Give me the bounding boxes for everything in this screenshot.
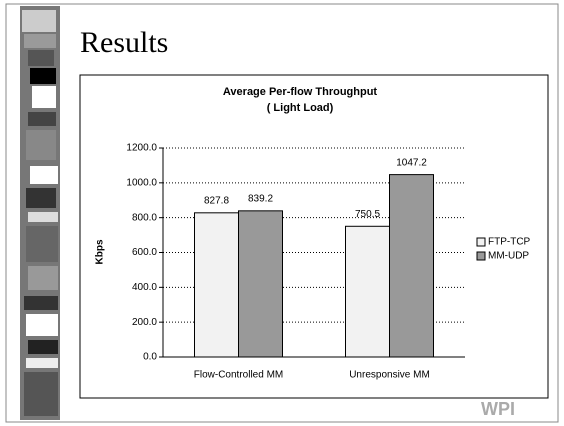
- legend-swatch: [477, 252, 485, 260]
- slide-title: Results: [80, 26, 168, 59]
- x-tick-label: Unresponsive MM: [349, 370, 430, 381]
- logo: WPI: [481, 399, 515, 419]
- bar: [239, 211, 283, 357]
- value-label: 827.8: [204, 195, 229, 206]
- bar: [390, 175, 434, 357]
- y-axis-label: Kbps: [95, 239, 106, 264]
- legend-swatch: [477, 238, 485, 246]
- value-label: 1047.2: [396, 157, 427, 168]
- value-label: 839.2: [248, 193, 273, 204]
- y-tick-label: 200.0: [132, 317, 157, 328]
- value-label: 750.5: [355, 209, 380, 220]
- y-tick-label: 1000.0: [126, 177, 157, 188]
- bar: [346, 226, 390, 357]
- y-tick-label: 600.0: [132, 247, 157, 258]
- legend-label: FTP-TCP: [488, 237, 531, 248]
- y-tick-label: 400.0: [132, 282, 157, 293]
- bar: [195, 213, 239, 357]
- chart-title: Average Per-flow Throughput: [223, 86, 378, 98]
- y-tick-label: 1200.0: [126, 143, 157, 154]
- slide: Results Average Per-flow Throughput ( Li…: [0, 0, 564, 426]
- y-tick-label: 800.0: [132, 212, 157, 223]
- legend-label: MM-UDP: [488, 251, 529, 262]
- chart-frame: [80, 75, 548, 398]
- chart-subtitle: ( Light Load): [267, 102, 334, 114]
- decor-strip: [20, 6, 60, 420]
- y-tick-label: 0.0: [143, 352, 157, 363]
- x-tick-label: Flow-Controlled MM: [194, 370, 283, 381]
